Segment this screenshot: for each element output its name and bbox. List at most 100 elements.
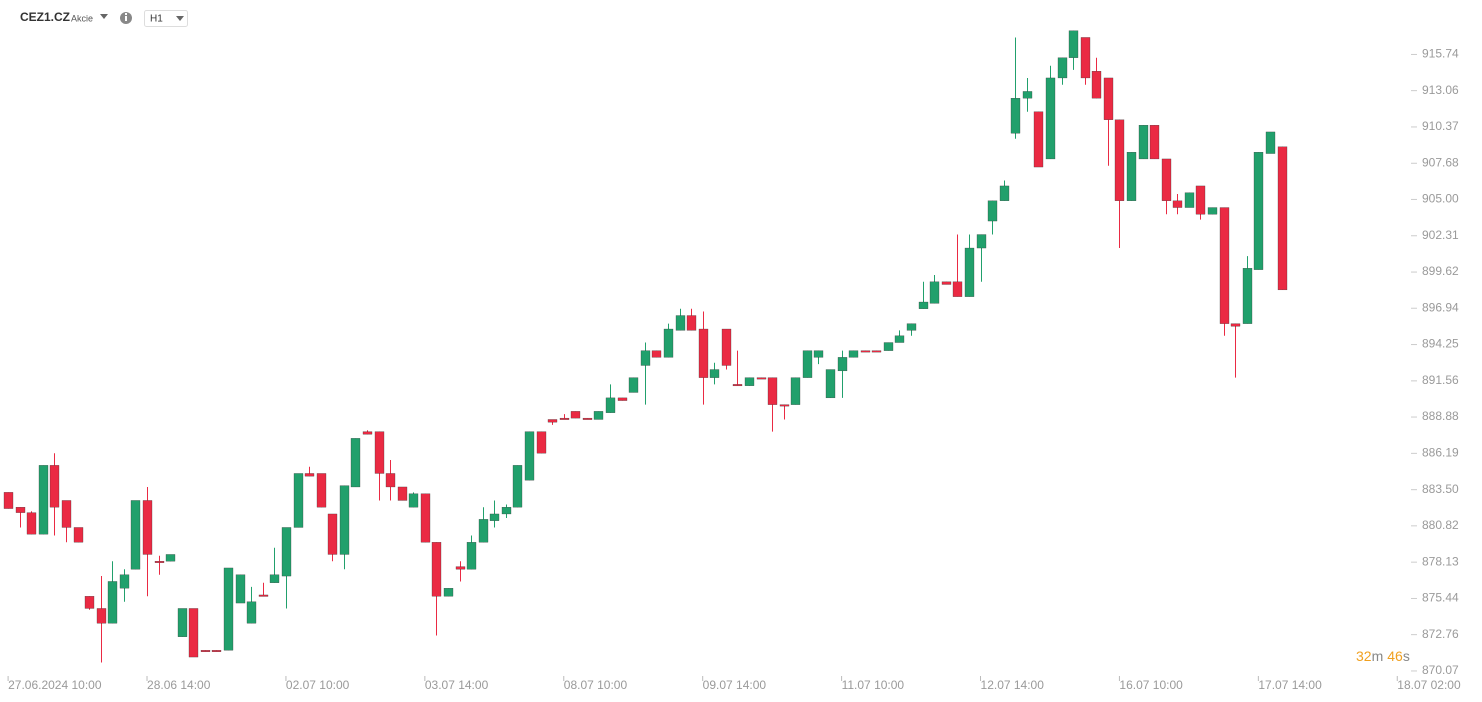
candle-body <box>38 465 49 535</box>
instrument-type: Akcie <box>71 13 93 23</box>
candle-body <box>1207 207 1218 215</box>
y-tick-label: 870.07 <box>1422 663 1459 677</box>
candle-body <box>686 315 697 331</box>
candle-body <box>1057 57 1068 79</box>
candle-body <box>628 377 639 393</box>
candle-body <box>1184 192 1195 208</box>
countdown-unit: m <box>1372 648 1384 664</box>
candle-body <box>1253 152 1264 270</box>
y-tick-label: 875.44 <box>1422 591 1459 605</box>
candle-body <box>431 542 442 597</box>
candle-body <box>316 473 327 508</box>
candle-body <box>952 281 963 297</box>
y-tick-label: 894.25 <box>1422 337 1459 351</box>
candle-body <box>1010 98 1021 134</box>
candle-body <box>73 527 84 543</box>
candle-body <box>154 561 165 563</box>
candle-body <box>1161 158 1172 201</box>
y-tick-label: 891.56 <box>1422 373 1459 387</box>
candle-body <box>61 500 72 528</box>
candle-body <box>756 377 767 380</box>
x-tick-label: 09.07 14:00 <box>703 678 767 692</box>
candle-body <box>1138 125 1149 160</box>
y-tick-label: 907.68 <box>1422 155 1459 169</box>
x-tick-label: 08.07 10:00 <box>564 678 628 692</box>
candle-body <box>790 377 801 405</box>
y-tick-label: 880.82 <box>1422 518 1459 532</box>
y-tick-label: 913.06 <box>1422 83 1459 97</box>
candle-body <box>999 185 1010 201</box>
x-tick-label: 12.07 14:00 <box>981 678 1045 692</box>
candle-body <box>420 493 431 543</box>
y-tick-label: 883.50 <box>1422 482 1459 496</box>
candle-body <box>640 350 651 366</box>
y-tick-label: 872.76 <box>1422 627 1459 641</box>
candle-body <box>269 574 280 583</box>
candle-body <box>200 650 211 652</box>
candle-body <box>883 342 894 351</box>
candle-body <box>1149 125 1160 160</box>
candle-body <box>512 465 523 508</box>
candle-body <box>675 315 686 331</box>
candle-body <box>848 350 859 358</box>
symbol-dropdown[interactable] <box>100 14 108 19</box>
candle-body <box>894 335 905 343</box>
x-tick-label: 16.07 10:00 <box>1119 678 1183 692</box>
y-tick-label: 896.94 <box>1422 300 1459 314</box>
candle-body <box>211 650 222 652</box>
candle-body <box>1103 77 1114 120</box>
candle-body <box>593 411 604 420</box>
candle-body <box>1114 119 1125 201</box>
candle-body <box>732 384 743 387</box>
timeframe: H1 <box>150 14 163 25</box>
candle-body <box>362 431 373 435</box>
candle-body <box>3 492 14 509</box>
y-tick-label: 878.13 <box>1422 554 1459 568</box>
info-glyph <box>125 16 127 21</box>
candle-body <box>142 500 153 555</box>
candle-body <box>258 594 269 597</box>
x-tick-label: 18.07 02:00 <box>1397 678 1461 692</box>
countdown-minutes: 32 <box>1356 648 1372 664</box>
countdown-seconds: 46 <box>1387 648 1403 664</box>
x-tick-label: 02.07 10:00 <box>286 678 350 692</box>
candle-body <box>374 431 385 474</box>
candle-body <box>570 411 581 419</box>
timeframe-select[interactable] <box>144 10 188 27</box>
x-tick-label: 11.07 10:00 <box>842 678 905 692</box>
candle-body <box>385 473 396 488</box>
candle-body <box>1068 30 1079 58</box>
y-tick-label: 888.88 <box>1422 409 1459 423</box>
candle-body <box>559 417 570 420</box>
candle-body <box>1126 152 1137 201</box>
candle-body <box>246 601 257 624</box>
candle-body <box>281 527 292 577</box>
candle-body <box>837 357 848 372</box>
x-tick-label: 03.07 14:00 <box>425 678 489 692</box>
candle-body <box>721 328 732 366</box>
candle-body <box>26 512 37 535</box>
candle-body <box>617 397 628 401</box>
candle-body <box>536 431 547 454</box>
candle-body <box>941 281 952 285</box>
candle-body <box>871 350 882 353</box>
candle-body <box>235 574 246 604</box>
symbol[interactable]: CEZ1.CZ <box>20 10 70 24</box>
candle-body <box>1277 146 1288 291</box>
countdown: 32m 46s <box>1356 648 1410 664</box>
candle-body <box>165 554 176 562</box>
y-tick-label: 910.37 <box>1422 119 1459 133</box>
candle-body <box>709 369 720 378</box>
candle-body <box>119 574 130 589</box>
candle-body <box>1080 37 1091 79</box>
candle-body <box>107 581 118 624</box>
candle-body <box>84 596 95 609</box>
candle-body <box>49 465 60 508</box>
candle-body <box>443 588 454 597</box>
candle-body <box>188 608 199 658</box>
candle-body <box>1195 185 1206 215</box>
candle-body <box>1219 207 1230 324</box>
candle-body <box>813 350 824 358</box>
candle-body <box>1242 268 1253 324</box>
